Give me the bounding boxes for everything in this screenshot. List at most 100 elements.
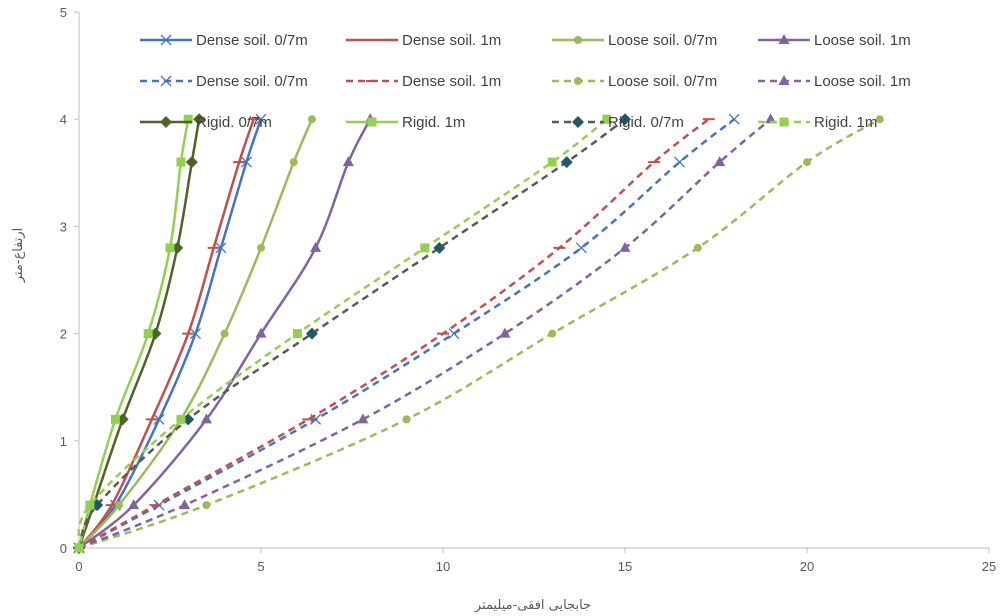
legend-label: Dense soil. 1m: [402, 32, 501, 49]
legend-item: Rigid. 0/7m: [552, 114, 684, 131]
data-point-marker: [674, 156, 686, 168]
series-3: [75, 115, 316, 552]
data-point-marker: [728, 113, 740, 125]
legend-label: Dense soil. 0/7m: [196, 32, 308, 49]
data-point-marker: [193, 113, 206, 126]
legend: Dense soil. 0/7m Dense soil. 1m Loose soil…: [140, 32, 911, 131]
data-point-marker: [160, 75, 172, 87]
x-axis-title: جابجایی افقی-میلیمتر: [474, 598, 591, 613]
series-line: [78, 118, 735, 550]
legend-item: Rigid. 1m: [758, 114, 877, 131]
data-point-marker: [310, 241, 322, 252]
data-point-marker: [74, 543, 84, 553]
data-point-marker: [179, 499, 191, 510]
data-point-marker: [602, 114, 612, 124]
series-6: [73, 118, 715, 550]
x-tick-label: 15: [618, 559, 632, 574]
data-point-marker: [257, 243, 265, 252]
x-tick-label: 5: [257, 559, 264, 574]
y-tick-label: 3: [60, 219, 67, 234]
data-point-marker: [803, 158, 811, 167]
data-point-marker: [115, 501, 124, 510]
data-point-marker: [548, 329, 557, 338]
legend-item: Loose soil. 1m: [758, 73, 911, 90]
series-group: [73, 113, 884, 554]
data-point-marker: [779, 117, 789, 127]
data-point-marker: [200, 413, 212, 424]
data-point-marker: [342, 156, 354, 167]
data-point-marker: [202, 501, 211, 510]
series-12: [74, 114, 612, 553]
series-7: [75, 115, 884, 552]
legend-label: Loose soil. 1m: [814, 73, 911, 90]
x-tick-label: 25: [982, 559, 996, 574]
data-point-marker: [357, 413, 369, 424]
series-line: [78, 118, 772, 550]
data-point-marker: [160, 116, 172, 128]
data-point-marker: [560, 156, 573, 169]
data-point-marker: [153, 413, 165, 425]
data-point-marker: [255, 113, 267, 125]
y-axis-title: ارتفاع-متر: [11, 228, 26, 284]
legend-item: Rigid. 0/7m: [140, 114, 272, 131]
data-point-marker: [765, 113, 777, 124]
x-tick-label: 0: [75, 559, 82, 574]
data-point-marker: [85, 500, 95, 510]
data-point-marker: [160, 34, 172, 46]
series-line: [77, 118, 190, 549]
legend-item: Dense soil. 1m: [346, 32, 501, 49]
series-line: [77, 118, 626, 549]
data-point-marker: [448, 328, 460, 340]
legend-item: Dense soil. 0/7m: [140, 73, 308, 90]
data-point-marker: [575, 242, 587, 254]
x-tick-label: 10: [436, 559, 450, 574]
legend-label: Dense soil. 0/7m: [196, 73, 308, 90]
y-tick-label: 0: [60, 541, 67, 556]
data-point-marker: [143, 329, 153, 339]
legend-item: Rigid. 1m: [346, 114, 465, 131]
data-point-marker: [433, 241, 446, 254]
data-point-marker: [778, 75, 790, 85]
data-point-marker: [183, 114, 193, 124]
legend-item: Dense soil. 0/7m: [140, 32, 308, 49]
series-2: [73, 118, 260, 549]
legend-item: Loose soil. 0/7m: [552, 73, 717, 90]
y-tick-label: 2: [60, 327, 67, 342]
data-point-marker: [190, 328, 201, 340]
legend-label: Loose soil. 0/7m: [608, 73, 717, 90]
data-point-marker: [292, 329, 302, 339]
legend-item: Loose soil. 0/7m: [552, 32, 717, 49]
data-point-marker: [875, 115, 884, 124]
series-5: [73, 113, 740, 554]
data-point-marker: [402, 415, 411, 424]
data-point-marker: [128, 499, 140, 510]
data-point-marker: [305, 327, 318, 340]
data-point-marker: [574, 77, 582, 85]
data-point-marker: [176, 414, 186, 424]
data-point-marker: [240, 156, 252, 168]
legend-label: Loose soil. 0/7m: [608, 32, 717, 49]
data-point-marker: [714, 156, 726, 167]
axes: ارتفاع-متر جابجایی افقی-میلیمتر 0 5 10 15 20…: [11, 5, 996, 613]
data-point-marker: [220, 329, 229, 338]
data-point-marker: [110, 414, 120, 424]
legend-label: Dense soil. 1m: [402, 73, 501, 90]
data-point-marker: [574, 36, 582, 44]
data-point-marker: [572, 116, 584, 128]
data-point-marker: [367, 117, 377, 127]
legend-label: Rigid. 1m: [402, 114, 465, 131]
data-point-marker: [289, 158, 298, 167]
data-point-marker: [778, 34, 790, 44]
data-point-marker: [693, 243, 702, 252]
data-point-marker: [619, 113, 631, 126]
data-point-marker: [215, 242, 227, 254]
legend-label: Rigid. 0/7m: [608, 114, 684, 131]
series-line: [78, 118, 710, 550]
data-point-marker: [499, 327, 511, 338]
legend-item: Loose soil. 1m: [758, 32, 911, 49]
data-point-marker: [547, 157, 557, 167]
y-tick-label: 4: [60, 112, 67, 127]
series-1: [73, 113, 267, 554]
x-tick-label: 20: [800, 559, 814, 574]
